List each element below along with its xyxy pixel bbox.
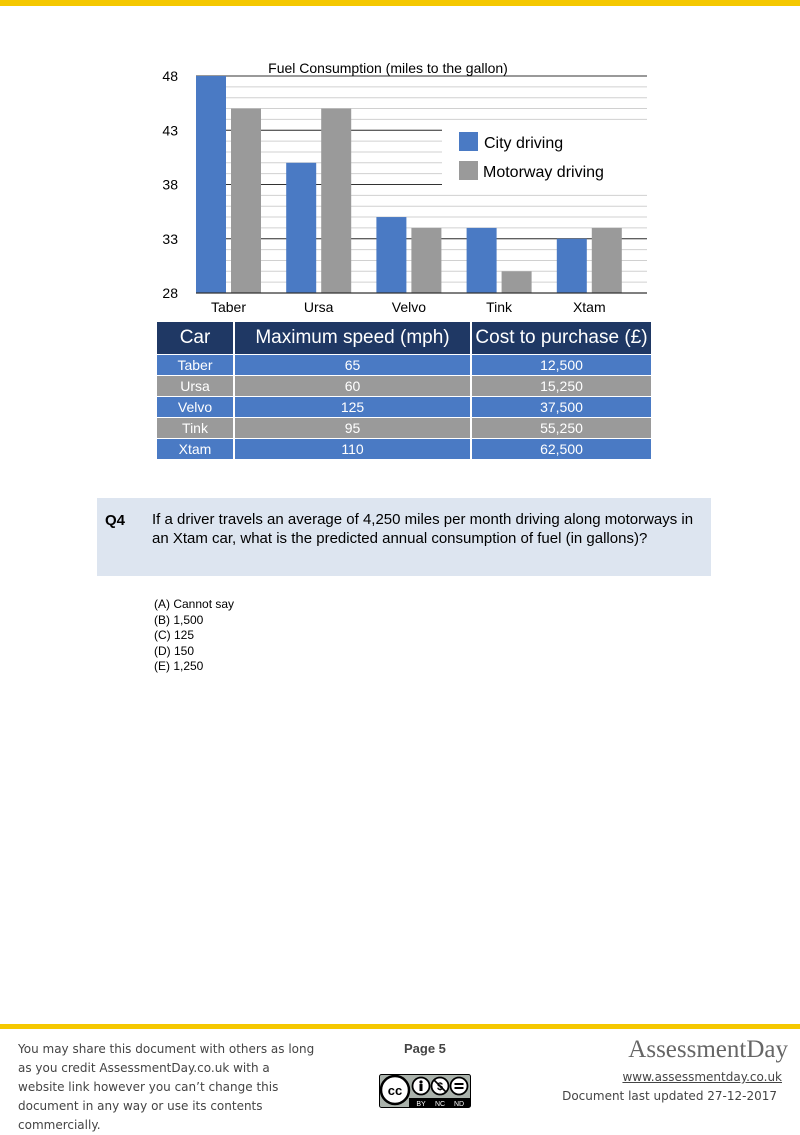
cell-car: Ursa <box>157 375 235 397</box>
table-row: Ursa 60 15,250 <box>157 375 651 397</box>
legend-label-motorway: Motorway driving <box>483 164 604 181</box>
question-text: If a driver travels an average of 4,250 … <box>152 511 694 547</box>
table-row: Tink 95 55,250 <box>157 417 651 439</box>
footer-notice: You may share this document with others … <box>18 1042 315 1132</box>
y-tick-label: 28 <box>162 285 178 301</box>
svg-text:BY: BY <box>416 1101 426 1108</box>
legend-swatch-motorway <box>459 161 478 180</box>
question-box: Q4 If a driver travels an average of 4,2… <box>97 498 711 576</box>
x-tick-label: Taber <box>211 299 246 315</box>
cell-car: Taber <box>157 354 235 376</box>
bar-city-ursa <box>286 162 317 293</box>
answer-option-a[interactable]: (A) Cannot say <box>154 597 235 611</box>
cell-car: Tink <box>157 417 235 439</box>
cell-speed: 95 <box>234 417 472 439</box>
cell-speed: 110 <box>234 438 472 459</box>
cell-speed: 125 <box>234 396 472 418</box>
x-tick-label: Ursa <box>304 299 334 315</box>
cc-by-nc-nd-icon: cc $ BY NC ND <box>379 1074 471 1108</box>
chart-legend: City driving Motorway driving <box>442 120 647 190</box>
cell-car: Xtam <box>157 438 235 459</box>
header-max-speed: Maximum speed (mph) <box>234 322 472 355</box>
table-row: Velvo 125 37,500 <box>157 396 651 418</box>
svg-text:ND: ND <box>454 1101 464 1108</box>
top-accent-bar <box>0 0 800 6</box>
svg-text:NC: NC <box>435 1101 445 1108</box>
table-row: Taber 65 12,500 <box>157 354 651 376</box>
cell-car: Velvo <box>157 396 235 418</box>
table-header-row: Car Maximum speed (mph) Cost to purchase… <box>157 322 651 355</box>
answer-option-e[interactable]: (E) 1,250 <box>154 659 204 673</box>
answer-option-c[interactable]: (C) 125 <box>154 628 195 642</box>
cell-cost: 37,500 <box>471 396 651 418</box>
bar-motorway-ursa <box>321 108 352 293</box>
cell-cost: 12,500 <box>471 354 651 376</box>
last-updated: Document last updated 27-12-2017 <box>562 1089 777 1103</box>
bar-motorway-tink <box>501 271 532 293</box>
bar-city-xtam <box>556 238 587 293</box>
table-row: Xtam 110 62,500 <box>157 438 651 459</box>
bar-motorway-velvo <box>411 227 442 293</box>
bar-city-velvo <box>376 217 407 293</box>
cell-speed: 60 <box>234 375 472 397</box>
x-tick-label: Tink <box>486 299 513 315</box>
legend-swatch-city <box>459 132 478 151</box>
cell-cost: 15,250 <box>471 375 651 397</box>
fuel-consumption-chart: 48 43 38 33 28 Taber Ursa Velvo Tink Xtam Fuel Co… <box>162 60 647 315</box>
svg-text:cc: cc <box>388 1083 402 1098</box>
bar-motorway-taber <box>231 108 261 293</box>
x-tick-label: Xtam <box>573 299 606 315</box>
header-car: Car <box>157 322 235 355</box>
answer-option-d[interactable]: (D) 150 <box>154 643 195 658</box>
bottom-accent-bar <box>0 1024 800 1029</box>
cell-speed: 65 <box>234 354 472 376</box>
cell-cost: 62,500 <box>471 438 651 459</box>
answer-options: (A) Cannot say (B) 1,500 (C) 125 (D) 150… <box>154 597 234 675</box>
bar-city-taber <box>196 76 226 293</box>
header-cost: Cost to purchase (£) <box>471 322 651 355</box>
y-tick-label: 38 <box>162 177 178 193</box>
bar-city-tink <box>466 227 497 293</box>
chart-title: Fuel Consumption (miles to the gallon) <box>268 60 508 76</box>
cell-cost: 55,250 <box>471 417 651 439</box>
x-tick-label: Velvo <box>392 299 426 315</box>
brand-logo: AssessmentDay <box>628 1036 788 1063</box>
legend-label-city: City driving <box>484 135 563 152</box>
page-number: Page 5 <box>404 1041 446 1056</box>
answer-option-b[interactable]: (B) 1,500 <box>154 612 204 627</box>
y-tick-label: 43 <box>162 122 178 138</box>
question-number: Q4 <box>105 512 126 529</box>
website-link[interactable]: www.assessmentday.co.uk <box>622 1070 782 1084</box>
bar-motorway-xtam <box>591 227 622 293</box>
car-specs-table: Car Maximum speed (mph) Cost to purchase… <box>157 322 651 459</box>
y-tick-label: 33 <box>162 231 178 247</box>
y-tick-label: 48 <box>162 68 178 84</box>
